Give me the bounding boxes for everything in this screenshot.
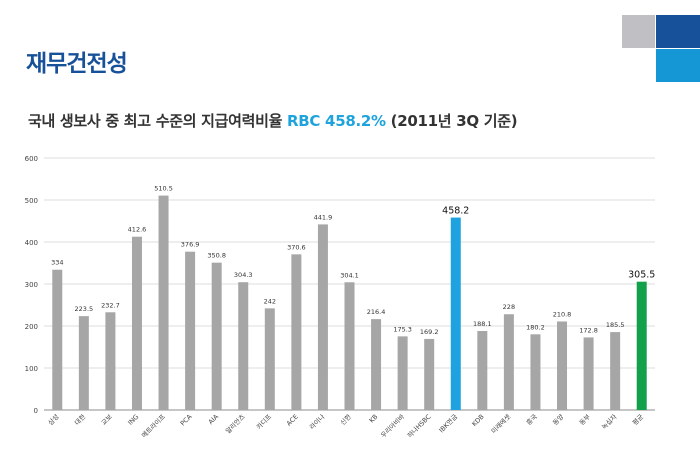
x-category-label: PCA [179,412,194,427]
data-label: 334 [51,259,63,267]
x-category-label: 라이나 [307,412,326,431]
data-label: 510.5 [154,185,173,193]
x-category-label: AIA [207,412,221,426]
bar [636,281,647,410]
data-label: 175.3 [393,325,412,333]
data-label: 305.5 [628,270,655,281]
rbc-bar-chart: 0 100 200 300 400 500 600 334 삼성 223.5 대한 232.7 교보 41… [25,155,656,440]
y-tick-label: 400 [25,239,38,247]
x-category-label: 우리아비바 [379,412,407,440]
x-category-label: 하나HSBC [405,412,433,440]
y-tick-label: 0 [34,407,38,415]
bar [291,254,302,410]
bar [450,217,461,410]
x-category-label: KDB [470,413,485,428]
bar [317,224,328,410]
x-category-label: ACE [285,413,300,428]
bar [424,338,435,410]
data-label: 188.1 [473,320,492,328]
data-label: 180.2 [526,323,545,331]
data-label: 458.2 [442,206,469,217]
deco-square-navy [656,15,700,48]
data-label: 210.8 [553,310,572,318]
bar [52,269,63,410]
x-category-label: 흥국 [524,412,539,427]
bar [530,334,541,410]
x-category-label: 메트라이프 [139,412,167,440]
x-category-label: 알리안츠 [223,412,246,435]
bar [158,195,169,410]
x-category-label: 대한 [73,413,87,427]
data-label: 350.8 [207,252,226,260]
bar [344,282,355,410]
data-label: 441.9 [314,213,333,221]
data-label: 370.6 [287,243,306,251]
data-label: 172.8 [579,326,598,334]
deco-square-gray [622,15,655,48]
x-category-label: 미래에셋 [489,412,512,435]
data-label: 304.3 [234,271,253,279]
bar [105,312,116,410]
y-tick-label: 100 [25,365,38,373]
data-label: 169.2 [420,328,439,336]
data-label: 228 [503,303,515,311]
bar [397,336,408,410]
subtitle-prefix: 국내 생보사 중 최고 수준의 지급여력비율 [28,112,288,130]
bar [503,314,514,410]
x-category-label: 녹십자 [600,412,619,431]
data-label: 232.7 [101,301,120,309]
y-tick-label: 600 [25,155,38,163]
bar [185,251,196,410]
x-category-label: KB [368,413,380,425]
bar [211,262,222,410]
y-tick-label: 300 [25,281,38,289]
chart-subtitle: 국내 생보사 중 최고 수준의 지급여력비율 RBC 458.2% (2011년… [28,110,518,131]
x-category-label: 동양 [551,413,565,427]
data-label: 242 [264,297,276,305]
y-tick-label: 500 [25,197,38,205]
data-label: 216.4 [367,308,386,316]
bar [477,330,488,410]
subtitle-basis: (2011년 3Q 기준) [385,112,518,130]
y-tick-label: 200 [25,323,38,331]
page-title: 재무건전성 [26,51,128,77]
x-category-label: IBK연금 [438,413,460,435]
data-label: 412.6 [128,226,147,234]
data-label: 223.5 [75,305,94,313]
x-category-label: 신한 [338,412,353,427]
bar [131,236,142,410]
x-category-label: ING [126,413,140,427]
x-category-label: 동부 [578,413,592,427]
data-label: 185.5 [606,321,625,329]
x-category-label: 교보 [100,413,114,427]
bar [78,316,89,410]
data-label: 304.1 [340,271,359,279]
deco-square-blue [656,49,700,82]
bar [583,337,594,410]
x-category-label: 카디프 [254,412,273,431]
bar [371,319,382,410]
bar [264,308,275,410]
x-category-label: 평균 [630,412,645,427]
bar [238,282,249,410]
data-label: 376.9 [181,241,200,249]
bar [610,332,621,410]
x-category-label: 삼성 [46,412,61,427]
bar [557,321,568,410]
subtitle-rbc-highlight: RBC 458.2% [287,112,386,130]
